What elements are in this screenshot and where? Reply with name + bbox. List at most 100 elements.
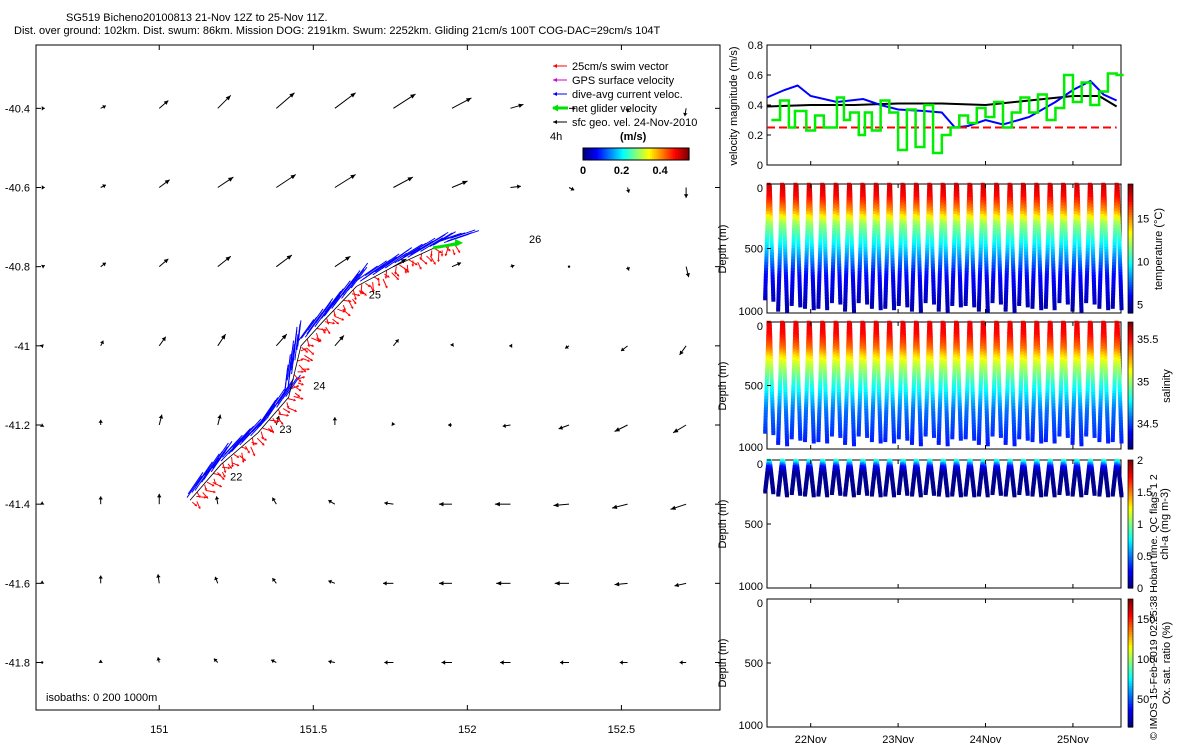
profile-dot [991, 398, 996, 403]
swim-vector-head [436, 259, 440, 262]
profile-dot [805, 211, 810, 216]
profile-dot [877, 272, 882, 277]
profile-dot [965, 228, 970, 233]
profile-dot [877, 405, 882, 410]
profile-dot [817, 412, 822, 417]
profile-dot [1010, 252, 1015, 257]
profile-dot [1017, 282, 1022, 287]
profile-dot [1010, 249, 1015, 254]
profile-dot [970, 235, 975, 240]
profile-dot [817, 390, 822, 395]
profile-dot [870, 282, 875, 287]
profile-dot [1098, 267, 1103, 272]
profile-dot [870, 410, 875, 415]
profile-dot [850, 255, 855, 260]
profile-dot [1022, 198, 1027, 203]
profile-dot [884, 262, 889, 267]
profile-dot [904, 286, 909, 291]
arrow-head [39, 501, 45, 505]
profile-dot [1010, 235, 1015, 240]
profile-dot [837, 266, 842, 271]
profile-dot [1076, 215, 1081, 220]
arrow-head [462, 180, 468, 185]
profile-dot [830, 287, 835, 292]
profile-dot [931, 289, 936, 294]
profile-dot [1116, 198, 1121, 203]
profile-dot [776, 284, 781, 289]
profile-dot [1033, 340, 1038, 345]
profile-dot [957, 246, 962, 251]
profile-dot [764, 398, 769, 403]
profile-dot [824, 414, 829, 419]
profile-dot [904, 397, 909, 402]
profile-dot [979, 216, 984, 221]
profile-dot [768, 218, 773, 223]
profile-dot [1030, 429, 1035, 434]
profile-dot [978, 245, 983, 250]
colorbar-swatch [611, 148, 614, 160]
profile-dot [858, 376, 863, 381]
profile-dot [938, 236, 943, 241]
profile-dot [1003, 438, 1008, 443]
profile-dot [992, 368, 997, 373]
profile-dot [795, 344, 800, 349]
profile-dot [1004, 270, 1009, 275]
profile-dot [957, 260, 962, 265]
profile-dot [1085, 270, 1090, 275]
profile-dot [830, 401, 835, 406]
profile-dot [875, 212, 880, 217]
profile-dot [849, 240, 854, 245]
profile-dot [809, 361, 814, 366]
profile-dot [791, 231, 796, 236]
profile-dot [830, 424, 835, 429]
profile-dot [1018, 267, 1023, 272]
arrow-head [554, 581, 560, 586]
legend-label: dive-avg current veloc. [572, 89, 683, 101]
profile-dot [872, 222, 877, 227]
profile-dot [938, 387, 943, 392]
profile-dot [790, 412, 795, 417]
profile-dot [830, 279, 835, 284]
profile-dot [944, 414, 949, 419]
dive-avg-current-vector [284, 364, 289, 391]
profile-dot [942, 223, 947, 228]
profile-dot [1092, 283, 1097, 288]
profile-dot [965, 233, 970, 238]
profile-dot [1116, 206, 1121, 211]
profile-dot [809, 355, 814, 360]
profile-dot [917, 397, 922, 402]
profile-dot [1086, 236, 1091, 241]
profile-dot [1033, 351, 1038, 356]
profile-dot [837, 263, 842, 268]
profile-dot [896, 299, 901, 304]
profile-dot [770, 392, 775, 397]
profile-dot [1004, 412, 1009, 417]
profile-dot [781, 204, 786, 209]
profile-dot [1012, 294, 1017, 299]
profile-dot [824, 405, 829, 410]
profile-dot [978, 396, 983, 401]
profile-dot [1059, 248, 1064, 253]
profile-dot [1012, 436, 1017, 441]
profile-dot [953, 202, 958, 207]
profile-dot [768, 344, 773, 349]
profile-dot [872, 231, 877, 236]
profile-dot [1009, 198, 1014, 203]
colorbar-tick-label: 5 [1137, 299, 1143, 311]
profile-dot [817, 404, 822, 409]
profile-dot [953, 343, 958, 348]
profile-dot [1072, 231, 1077, 236]
profile-dot [1117, 243, 1122, 248]
profile-dot [795, 221, 800, 226]
profile-dot [1097, 296, 1102, 301]
profile-dot [977, 429, 982, 434]
profile-dot [998, 300, 1003, 305]
map-plot-area [35, 44, 721, 711]
profile-dot [765, 359, 770, 364]
profile-dot [824, 417, 829, 422]
profile-dot [871, 245, 876, 250]
profile-dot [1065, 283, 1070, 288]
profile-dot [811, 292, 816, 297]
profile-dot [952, 365, 957, 370]
profile-dot [1065, 294, 1070, 299]
